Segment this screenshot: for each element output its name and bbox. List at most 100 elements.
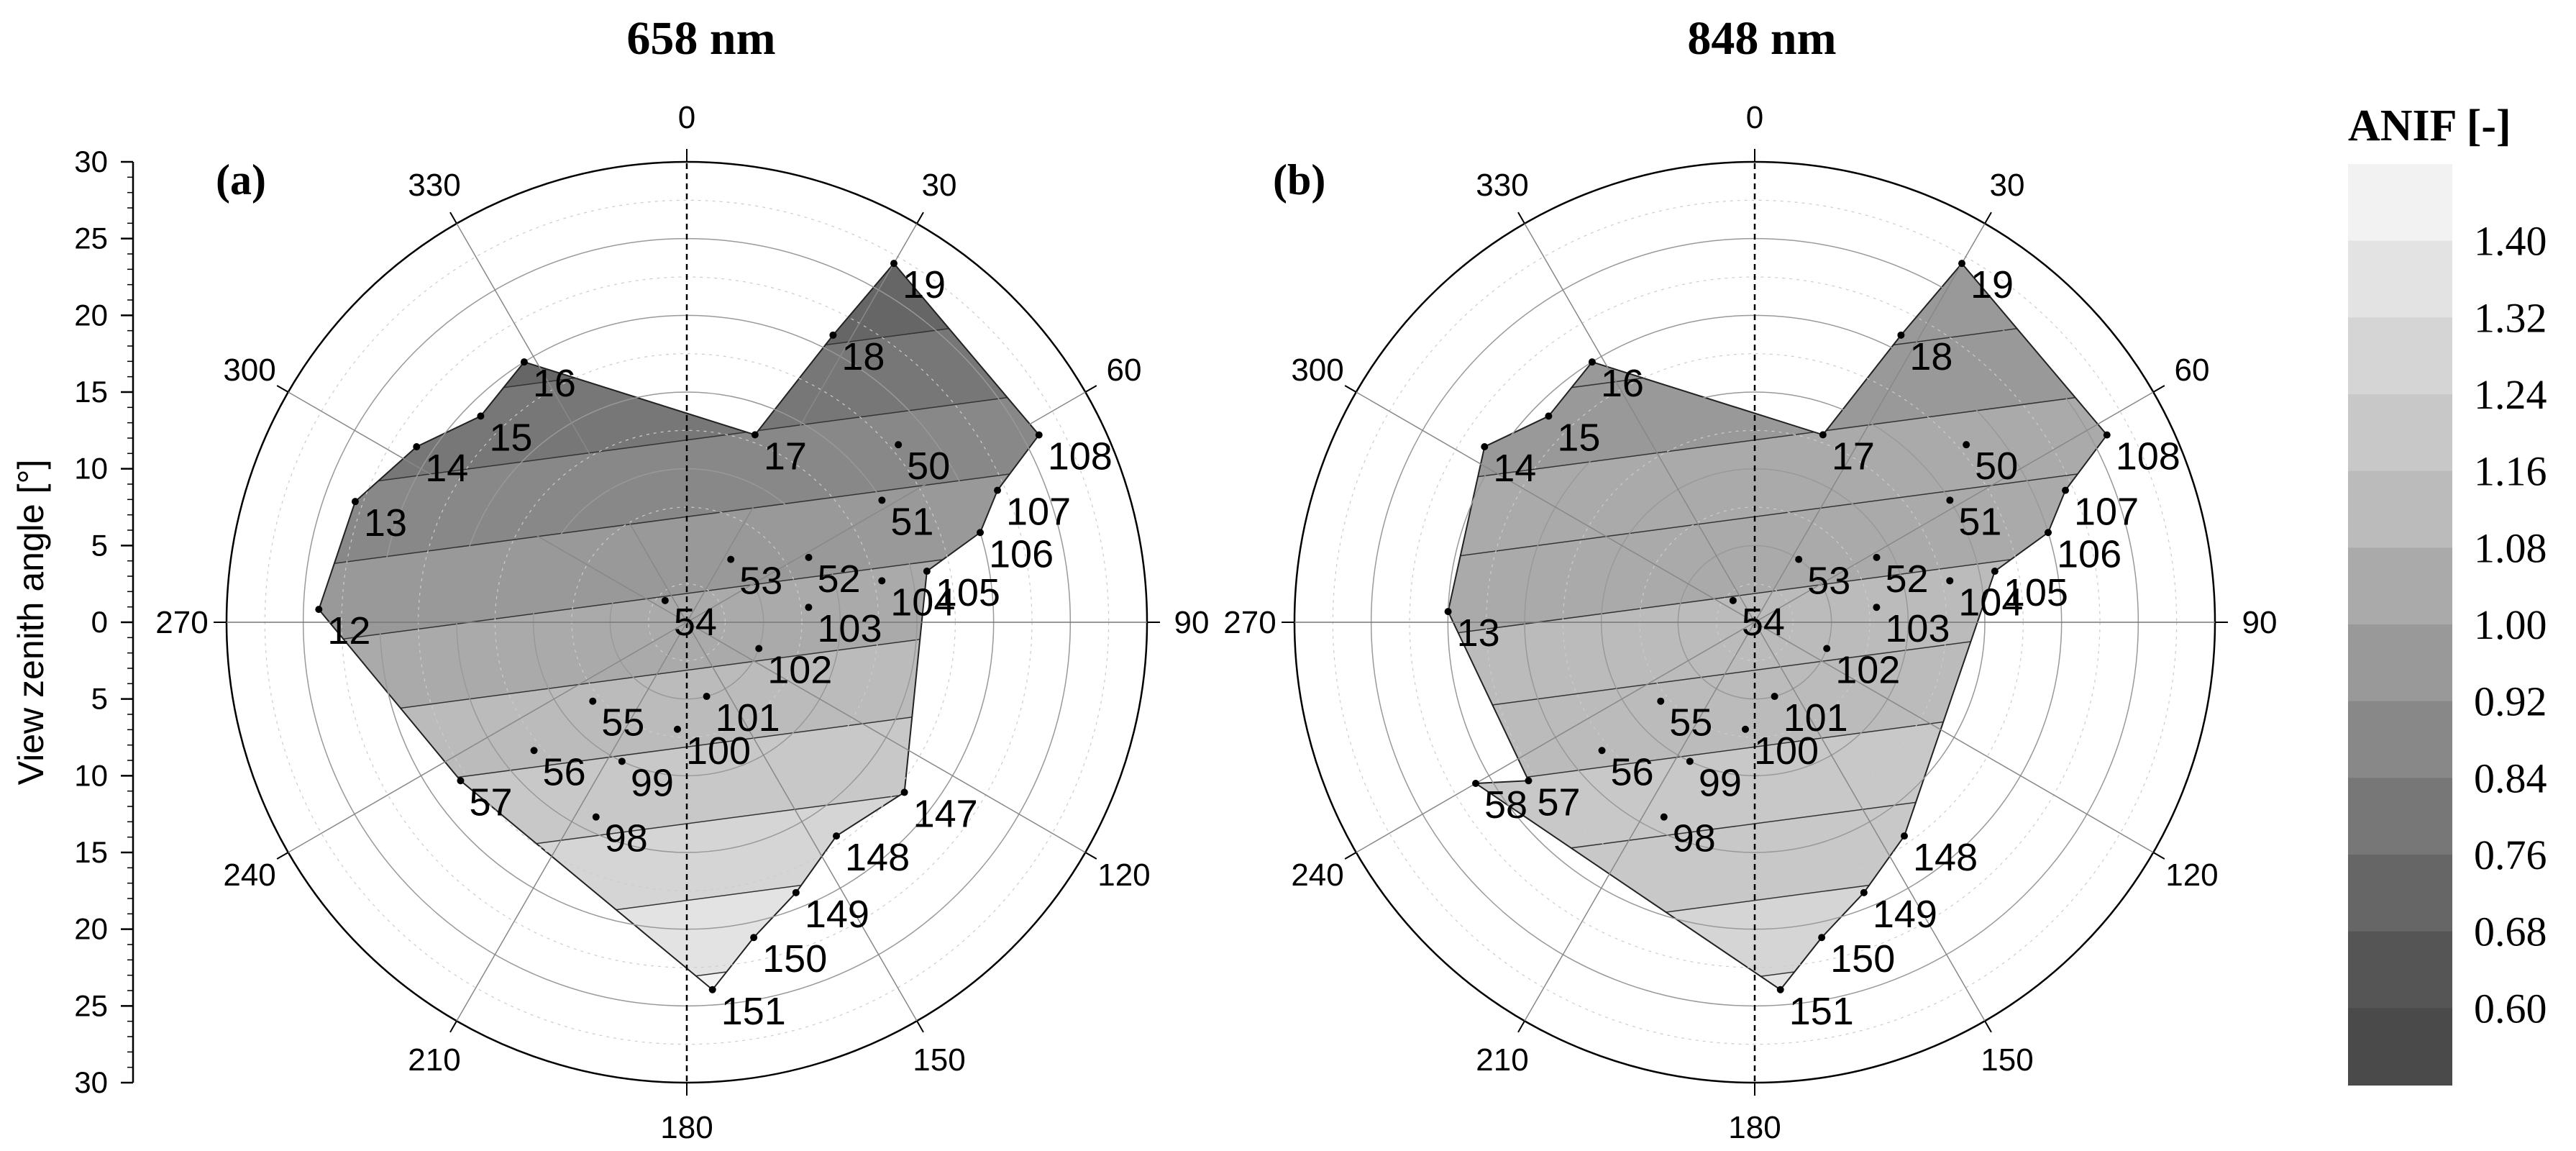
- point-label: 102: [767, 648, 832, 691]
- point-label: 19: [1970, 263, 2014, 306]
- data-point: [1946, 577, 1954, 585]
- data-point: [703, 693, 711, 701]
- legend-swatch: [2348, 624, 2452, 702]
- azimuth-label: 120: [1097, 857, 1150, 893]
- data-point: [520, 358, 528, 366]
- azimuth-label: 330: [408, 168, 460, 203]
- data-point: [1472, 780, 1480, 787]
- data-point: [2062, 486, 2070, 494]
- data-point: [1818, 934, 1826, 942]
- data-point: [805, 604, 813, 611]
- y-axis-tick-label: 30: [74, 145, 108, 178]
- azimuth-label: 180: [660, 1110, 713, 1145]
- data-point: [1771, 693, 1778, 701]
- data-point: [1991, 568, 1999, 576]
- point-label: 18: [841, 335, 885, 378]
- azimuth-tick: [449, 1020, 457, 1033]
- y-axis-tick-label: 0: [91, 605, 108, 639]
- point-label: 16: [1601, 362, 1644, 405]
- data-point: [1545, 412, 1553, 420]
- point-label: 151: [721, 990, 786, 1033]
- legend-level-label: 0.68: [2474, 909, 2547, 955]
- legend-level-label: 1.08: [2474, 524, 2547, 571]
- data-point: [2103, 431, 2111, 439]
- data-point: [900, 788, 908, 796]
- y-axis-tick-label: 10: [74, 452, 108, 486]
- data-point: [923, 568, 931, 576]
- data-point: [589, 697, 597, 705]
- point-label: 100: [686, 729, 751, 773]
- azimuth-tick: [449, 211, 457, 224]
- point-label: 108: [2116, 435, 2180, 478]
- point-label: 102: [1835, 648, 1900, 691]
- azimuth-tick: [276, 385, 289, 393]
- hull-outline: [1447, 262, 2109, 991]
- point-label: 104: [1958, 581, 2023, 624]
- data-point: [351, 498, 359, 506]
- legend-level-label: 0.92: [2474, 678, 2547, 725]
- point-label: 54: [1742, 601, 1785, 644]
- data-point: [1860, 888, 1868, 896]
- data-point: [1035, 431, 1043, 439]
- y-axis-tick-label: 10: [74, 758, 108, 792]
- point-label: 57: [1537, 781, 1580, 824]
- y-axis-title: View zenith angle [°]: [11, 460, 51, 786]
- polar-spoke: [288, 391, 688, 623]
- y-axis-tick-label: 25: [74, 988, 108, 1022]
- point-label: 13: [1457, 611, 1500, 655]
- data-point: [1946, 496, 1954, 504]
- legend-level-label: 1.32: [2474, 294, 2547, 341]
- azimuth-label: 90: [2242, 605, 2278, 640]
- data-point: [792, 888, 800, 896]
- point-label: 103: [1885, 607, 1950, 650]
- legend-level-label: 0.60: [2474, 985, 2547, 1032]
- point-label: 16: [533, 362, 576, 405]
- point-label: 107: [1006, 491, 1071, 534]
- azimuth-tick: [1517, 1020, 1525, 1033]
- data-point: [1444, 608, 1452, 616]
- point-label: 105: [2004, 571, 2068, 614]
- azimuth-label: 330: [1476, 168, 1528, 203]
- point-label: 17: [1832, 435, 1875, 478]
- y-axis-tick-label: 30: [74, 1065, 108, 1099]
- point-label: 104: [890, 581, 955, 624]
- data-point: [413, 443, 421, 451]
- y-axis-tick-label: 15: [74, 375, 108, 409]
- polar-spoke: [1524, 223, 1755, 623]
- point-label: 53: [1807, 560, 1850, 603]
- data-point: [1873, 604, 1881, 611]
- panel-b-title: 848 nm: [1687, 12, 1836, 65]
- point-label: 149: [805, 893, 869, 936]
- azimuth-label: 60: [2174, 352, 2209, 388]
- point-label: 105: [936, 571, 1000, 614]
- colorbar-legend: ANIF [-] 1.40 1.32 1.24 1.16 1.08 1.00 0.92 0.8…: [2348, 101, 2547, 1086]
- azimuth-tick: [1344, 385, 1357, 393]
- polar-spoke: [456, 622, 688, 1022]
- data-point: [315, 606, 323, 614]
- data-point: [477, 412, 485, 420]
- azimuth-tick: [1344, 852, 1357, 860]
- data-point: [727, 555, 735, 563]
- data-point: [829, 331, 837, 339]
- point-label: 149: [1873, 893, 1937, 936]
- point-label: 15: [1557, 416, 1600, 459]
- point-label: 98: [1673, 817, 1716, 860]
- polar-spoke: [1754, 223, 1986, 623]
- data-point: [1741, 725, 1749, 733]
- legend-swatch: [2348, 317, 2452, 395]
- y-axis-tick-label: 20: [74, 298, 108, 332]
- data-point: [1963, 441, 1970, 449]
- point-label: 15: [489, 416, 532, 459]
- polar-spoke: [686, 622, 1086, 853]
- legend-swatch: [2348, 240, 2452, 319]
- y-axis: View zenith angle [°] 30 25 20 15 10 5 0 5 10 15 2…: [11, 145, 134, 1099]
- polar-spoke: [1524, 622, 1755, 1022]
- polar-spoke: [1754, 391, 2154, 623]
- point-label: 101: [716, 696, 780, 740]
- data-point: [878, 496, 886, 504]
- azimuth-tick: [916, 1020, 924, 1033]
- point-label: 57: [469, 781, 512, 824]
- azimuth-label: 150: [913, 1042, 965, 1078]
- data-point: [618, 758, 626, 765]
